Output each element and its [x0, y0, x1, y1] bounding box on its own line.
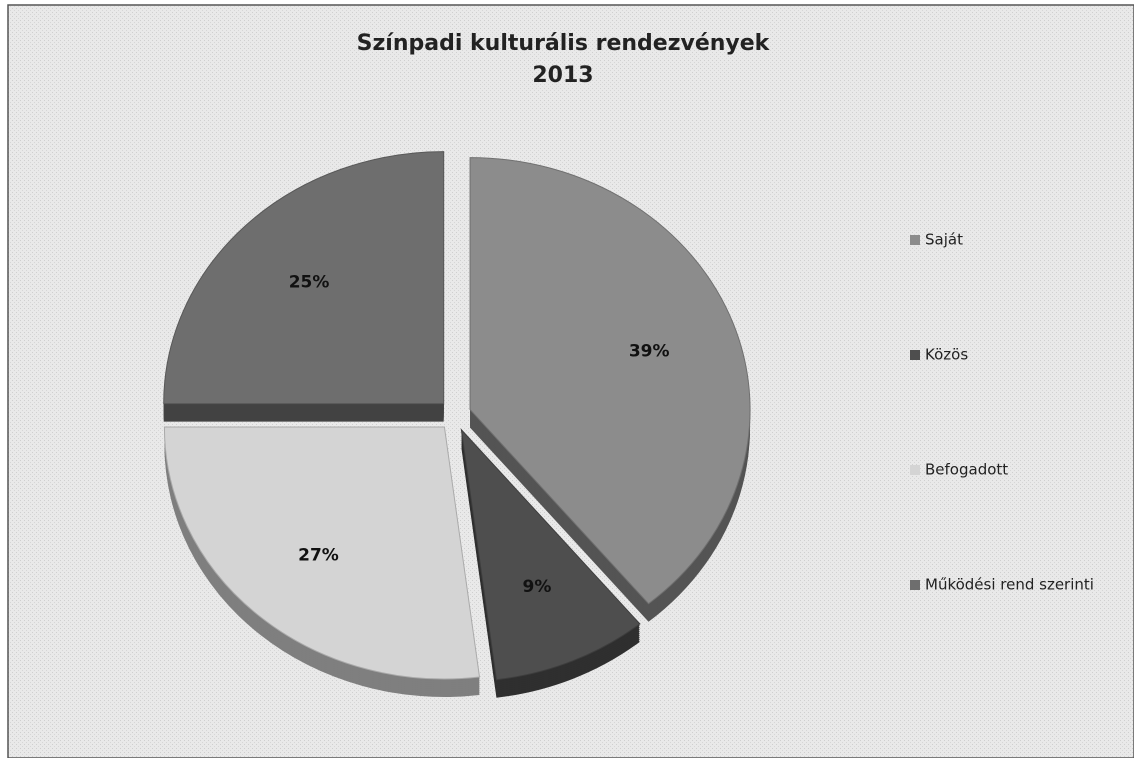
- legend-label: Saját: [925, 231, 963, 249]
- legend-swatch: [910, 465, 920, 475]
- data-label: 9%: [523, 577, 552, 597]
- data-label: 25%: [289, 273, 330, 293]
- legend-swatch: [910, 580, 920, 590]
- slice: [163, 426, 481, 680]
- slice: [163, 151, 445, 405]
- chart-subtitle: 2013: [532, 63, 593, 88]
- data-label: 39%: [629, 342, 670, 362]
- legend-label: Közös: [925, 346, 968, 364]
- legend-swatch: [910, 350, 920, 360]
- legend-swatch: [910, 235, 920, 245]
- data-label: 27%: [298, 546, 339, 566]
- slice: [460, 428, 641, 681]
- legend-label: Befogadott: [925, 461, 1008, 479]
- chart-title: Színpadi kulturális rendezvények: [357, 31, 771, 56]
- legend-label: Működési rend szerinti: [925, 576, 1094, 594]
- slice: [469, 157, 751, 605]
